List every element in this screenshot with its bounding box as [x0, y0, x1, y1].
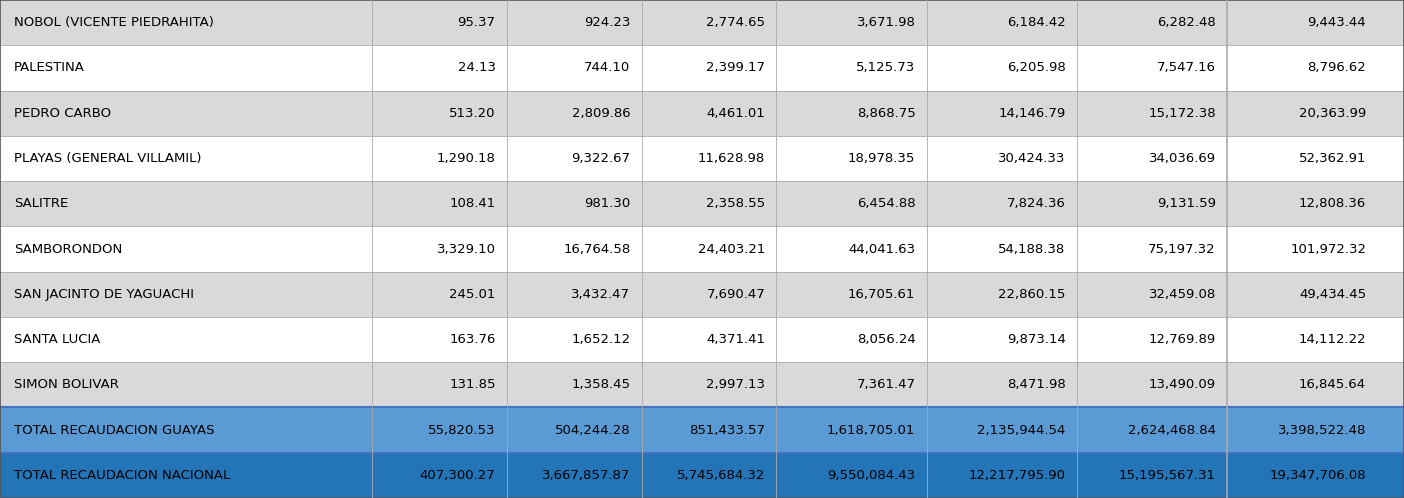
Bar — [0, 181, 1404, 227]
Text: 24.13: 24.13 — [458, 61, 496, 74]
Bar — [0, 136, 1404, 181]
Text: 6,184.42: 6,184.42 — [1007, 16, 1066, 29]
Text: SIMON BOLIVAR: SIMON BOLIVAR — [14, 378, 119, 391]
Text: 14,146.79: 14,146.79 — [998, 107, 1066, 120]
Text: 7,361.47: 7,361.47 — [856, 378, 915, 391]
Text: 1,358.45: 1,358.45 — [571, 378, 630, 391]
Text: SALITRE: SALITRE — [14, 197, 69, 210]
Text: 19,347,706.08: 19,347,706.08 — [1269, 469, 1366, 482]
Bar — [0, 45, 1404, 91]
Text: 3,398,522.48: 3,398,522.48 — [1278, 424, 1366, 437]
Text: 7,824.36: 7,824.36 — [1007, 197, 1066, 210]
Text: 2,809.86: 2,809.86 — [571, 107, 630, 120]
Bar — [0, 91, 1404, 136]
Text: 504,244.28: 504,244.28 — [555, 424, 630, 437]
Text: 5,125.73: 5,125.73 — [856, 61, 915, 74]
Text: 924.23: 924.23 — [584, 16, 630, 29]
Text: 13,490.09: 13,490.09 — [1148, 378, 1216, 391]
Text: 407,300.27: 407,300.27 — [420, 469, 496, 482]
Text: TOTAL RECAUDACION NACIONAL: TOTAL RECAUDACION NACIONAL — [14, 469, 230, 482]
Text: 3,671.98: 3,671.98 — [856, 16, 915, 29]
Text: 6,454.88: 6,454.88 — [856, 197, 915, 210]
Text: 2,624,468.84: 2,624,468.84 — [1127, 424, 1216, 437]
Text: 7,690.47: 7,690.47 — [706, 288, 765, 301]
Text: 2,774.65: 2,774.65 — [706, 16, 765, 29]
Text: 12,769.89: 12,769.89 — [1148, 333, 1216, 346]
Text: 2,399.17: 2,399.17 — [706, 61, 765, 74]
Text: 1,618,705.01: 1,618,705.01 — [827, 424, 915, 437]
Text: 6,282.48: 6,282.48 — [1157, 16, 1216, 29]
Text: 1,290.18: 1,290.18 — [437, 152, 496, 165]
Text: 55,820.53: 55,820.53 — [428, 424, 496, 437]
Text: 5,745,684.32: 5,745,684.32 — [677, 469, 765, 482]
Text: 513.20: 513.20 — [449, 107, 496, 120]
Text: 15,172.38: 15,172.38 — [1148, 107, 1216, 120]
Text: 8,796.62: 8,796.62 — [1307, 61, 1366, 74]
Bar — [0, 362, 1404, 407]
Text: 54,188.38: 54,188.38 — [998, 243, 1066, 255]
Text: 9,550,084.43: 9,550,084.43 — [827, 469, 915, 482]
Text: 9,443.44: 9,443.44 — [1307, 16, 1366, 29]
Text: 6,205.98: 6,205.98 — [1007, 61, 1066, 74]
Text: 15,195,567.31: 15,195,567.31 — [1119, 469, 1216, 482]
Text: 131.85: 131.85 — [449, 378, 496, 391]
Text: 75,197.32: 75,197.32 — [1148, 243, 1216, 255]
Text: 12,808.36: 12,808.36 — [1299, 197, 1366, 210]
Text: 20,363.99: 20,363.99 — [1299, 107, 1366, 120]
Text: 52,362.91: 52,362.91 — [1299, 152, 1366, 165]
Text: SAMBORONDON: SAMBORONDON — [14, 243, 122, 255]
Text: 16,764.58: 16,764.58 — [563, 243, 630, 255]
Bar — [0, 317, 1404, 362]
Text: 4,461.01: 4,461.01 — [706, 107, 765, 120]
Text: 7,547.16: 7,547.16 — [1157, 61, 1216, 74]
Text: 2,997.13: 2,997.13 — [706, 378, 765, 391]
Bar — [0, 0, 1404, 45]
Bar — [0, 453, 1404, 498]
Text: 95.37: 95.37 — [458, 16, 496, 29]
Text: 30,424.33: 30,424.33 — [998, 152, 1066, 165]
Text: 18,978.35: 18,978.35 — [848, 152, 915, 165]
Text: 9,131.59: 9,131.59 — [1157, 197, 1216, 210]
Text: 12,217,795.90: 12,217,795.90 — [969, 469, 1066, 482]
Text: 11,628.98: 11,628.98 — [698, 152, 765, 165]
Text: 108.41: 108.41 — [449, 197, 496, 210]
Text: PALESTINA: PALESTINA — [14, 61, 84, 74]
Text: SANTA LUCIA: SANTA LUCIA — [14, 333, 101, 346]
Text: 1,652.12: 1,652.12 — [571, 333, 630, 346]
Text: 981.30: 981.30 — [584, 197, 630, 210]
Text: 245.01: 245.01 — [449, 288, 496, 301]
Text: 3,667,857.87: 3,667,857.87 — [542, 469, 630, 482]
Bar — [0, 227, 1404, 271]
Text: TOTAL RECAUDACION GUAYAS: TOTAL RECAUDACION GUAYAS — [14, 424, 215, 437]
Text: 851,433.57: 851,433.57 — [689, 424, 765, 437]
Text: 34,036.69: 34,036.69 — [1148, 152, 1216, 165]
Text: 16,845.64: 16,845.64 — [1299, 378, 1366, 391]
Text: 8,471.98: 8,471.98 — [1007, 378, 1066, 391]
Text: 2,135,944.54: 2,135,944.54 — [977, 424, 1066, 437]
Text: 9,873.14: 9,873.14 — [1007, 333, 1066, 346]
Text: 49,434.45: 49,434.45 — [1299, 288, 1366, 301]
Text: 2,358.55: 2,358.55 — [706, 197, 765, 210]
Text: 8,056.24: 8,056.24 — [856, 333, 915, 346]
Text: 9,322.67: 9,322.67 — [571, 152, 630, 165]
Bar — [0, 407, 1404, 453]
Text: 32,459.08: 32,459.08 — [1148, 288, 1216, 301]
Text: 16,705.61: 16,705.61 — [848, 288, 915, 301]
Text: 163.76: 163.76 — [449, 333, 496, 346]
Text: 44,041.63: 44,041.63 — [848, 243, 915, 255]
Text: PLAYAS (GENERAL VILLAMIL): PLAYAS (GENERAL VILLAMIL) — [14, 152, 202, 165]
Text: SAN JACINTO DE YAGUACHI: SAN JACINTO DE YAGUACHI — [14, 288, 194, 301]
Text: 101,972.32: 101,972.32 — [1290, 243, 1366, 255]
Text: 22,860.15: 22,860.15 — [998, 288, 1066, 301]
Text: 3,432.47: 3,432.47 — [571, 288, 630, 301]
Text: 3,329.10: 3,329.10 — [437, 243, 496, 255]
Text: 14,112.22: 14,112.22 — [1299, 333, 1366, 346]
Text: PEDRO CARBO: PEDRO CARBO — [14, 107, 111, 120]
Bar — [0, 271, 1404, 317]
Text: 4,371.41: 4,371.41 — [706, 333, 765, 346]
Text: 24,403.21: 24,403.21 — [698, 243, 765, 255]
Text: 744.10: 744.10 — [584, 61, 630, 74]
Text: 8,868.75: 8,868.75 — [856, 107, 915, 120]
Text: NOBOL (VICENTE PIEDRAHITA): NOBOL (VICENTE PIEDRAHITA) — [14, 16, 213, 29]
